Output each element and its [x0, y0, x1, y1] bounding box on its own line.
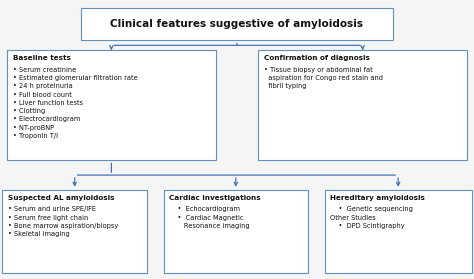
Text: •  Echocardiogram
    •  Cardiac Magnetic
       Resonance imaging: • Echocardiogram • Cardiac Magnetic Reso…	[169, 206, 250, 229]
FancyBboxPatch shape	[325, 190, 472, 273]
FancyBboxPatch shape	[164, 190, 308, 273]
Text: Cardiac investigations: Cardiac investigations	[169, 195, 261, 201]
Text: Suspected AL amyloidosis: Suspected AL amyloidosis	[8, 195, 115, 201]
Text: Hereditary amyloidosis: Hereditary amyloidosis	[330, 195, 425, 201]
FancyBboxPatch shape	[7, 50, 216, 160]
FancyBboxPatch shape	[258, 50, 467, 160]
Text: • Tissue biopsy or abdominal fat
  aspiration for Congo red stain and
  fibril t: • Tissue biopsy or abdominal fat aspirat…	[264, 67, 383, 90]
FancyBboxPatch shape	[2, 190, 147, 273]
Text: • Serum and urine SPE/IFE
• Serum free light chain
• Bone marrow aspiration/biop: • Serum and urine SPE/IFE • Serum free l…	[8, 206, 118, 237]
Text: •  Genetic sequencing
Other Studies
    •  DPD Scintigraphy: • Genetic sequencing Other Studies • DPD…	[330, 206, 413, 229]
Text: • Serum creatinine
• Estimated glomerular filtration rate
• 24 h proteinuria
• F: • Serum creatinine • Estimated glomerula…	[13, 67, 137, 139]
Text: Clinical features suggestive of amyloidosis: Clinical features suggestive of amyloido…	[110, 20, 364, 29]
Text: Baseline tests: Baseline tests	[13, 55, 71, 61]
Text: Confirmation of diagnosis: Confirmation of diagnosis	[264, 55, 370, 61]
FancyBboxPatch shape	[81, 8, 393, 40]
